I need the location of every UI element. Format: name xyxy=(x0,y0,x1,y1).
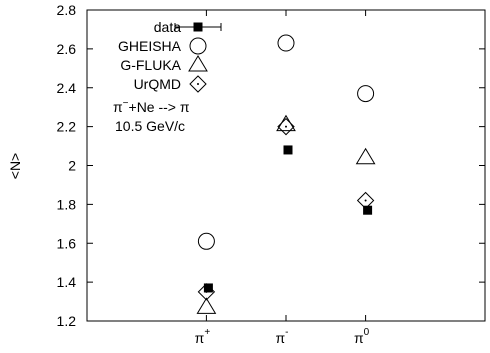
legend-label: GHEISHA xyxy=(118,38,182,54)
legend-marker xyxy=(189,75,207,93)
annotation-momentum: 10.5 GeV/c xyxy=(115,118,185,134)
legend: data GHEISHA G-FLUKA UrQMD xyxy=(118,19,222,93)
y-tick-label: 2 xyxy=(68,158,76,174)
y-tick-label: 1.2 xyxy=(57,313,77,329)
point-gheisha xyxy=(357,85,375,103)
legend-marker xyxy=(188,55,208,72)
point-gheisha xyxy=(197,232,215,250)
point-urqmd xyxy=(277,117,295,136)
legend-label: G-FLUKA xyxy=(120,57,181,73)
legend-label: data xyxy=(154,19,181,35)
y-tick-label: 2.4 xyxy=(57,80,77,96)
point-gheisha xyxy=(277,34,295,52)
point-data xyxy=(203,283,213,293)
y-axis: 1.2 1.4 1.6 1.8 2 2.2 2.4 2.6 2.8 xyxy=(57,2,485,329)
y-tick-label: 2.8 xyxy=(57,2,77,18)
x-axis: π+ π-π0 xyxy=(195,10,370,346)
legend-marker xyxy=(193,22,203,32)
point-data xyxy=(363,205,373,215)
y-tick-label: 2.6 xyxy=(57,41,77,57)
y-axis-label: <N> xyxy=(7,153,23,179)
y-tick-label: 1.6 xyxy=(57,235,77,251)
x-tick-label: π- xyxy=(275,327,288,346)
x-tick-label: π+ xyxy=(195,327,211,346)
legend-marker xyxy=(189,37,207,55)
y-tick-label: 2.2 xyxy=(57,119,77,135)
y-tick-label: 1.4 xyxy=(57,274,77,290)
x-tick-label: π0 xyxy=(354,327,370,346)
point-g-fluka xyxy=(196,297,217,314)
y-tick-label: 1.8 xyxy=(57,196,77,212)
annotation-reaction: π−+Ne --> π xyxy=(113,98,190,115)
data-points xyxy=(196,34,376,314)
annotation: π−+Ne --> π 10.5 GeV/c xyxy=(113,98,190,134)
legend-label: UrQMD xyxy=(134,76,181,92)
point-g-fluka xyxy=(355,147,376,165)
point-data xyxy=(283,145,293,155)
